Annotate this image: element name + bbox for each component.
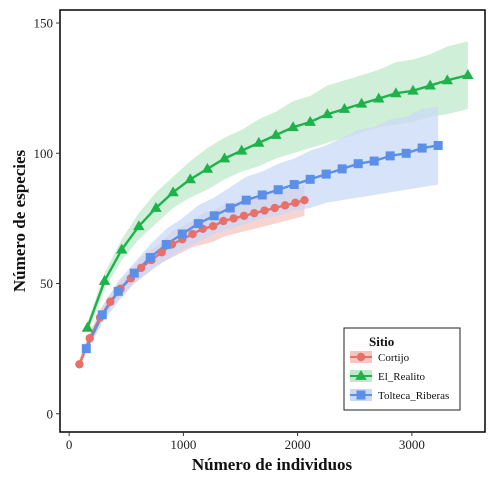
tolteca-riberas-point: [321, 169, 331, 179]
el-realito-legend-marker: [355, 370, 367, 380]
el-realito-point: [167, 186, 179, 197]
el-realito-point: [424, 79, 436, 90]
tolteca-riberas-point: [369, 156, 379, 166]
el-realito-legend-label: El_Realito: [378, 371, 426, 383]
tolteca-riberas-point: [257, 190, 267, 200]
series-markers: [75, 69, 474, 369]
tolteca-riberas-point: [433, 140, 443, 150]
y-tick-label: 0: [47, 406, 54, 421]
tolteca-riberas-point: [401, 148, 411, 158]
el-realito-point: [441, 74, 453, 85]
cortijo-point: [300, 195, 309, 205]
el-realito-point: [253, 136, 265, 147]
el-realito-point: [184, 173, 196, 184]
el-realito-point: [373, 92, 385, 103]
tolteca-riberas-point: [353, 159, 363, 169]
cortijo-point: [106, 297, 115, 306]
el-realito-point: [235, 144, 248, 155]
tolteca-riberas-point: [145, 252, 155, 262]
tolteca-riberas-legend-label: Tolteca_Riberas: [378, 390, 449, 402]
tolteca-riberas-point: [241, 195, 251, 205]
el-realito-point: [201, 162, 214, 173]
tolteca-riberas-point: [225, 203, 235, 213]
cortijo-point: [239, 211, 249, 220]
el-realito-point: [218, 152, 231, 163]
tolteca-riberas-point: [97, 310, 107, 320]
cortijo-point: [280, 201, 290, 210]
legend-items: Cortijo El_Realito Tolteca_Riberas: [350, 351, 449, 402]
tolteca-riberas-legend-marker: [356, 390, 366, 400]
el-realito-point: [270, 129, 282, 139]
cortijo-point: [157, 248, 166, 257]
tolteca-riberas-point: [209, 211, 219, 221]
el-realito-confidence-band: [87, 41, 468, 334]
cortijo-point: [85, 334, 94, 343]
tolteca-riberas-point: [81, 344, 91, 354]
y-axis: 0 50 100 150: [34, 16, 60, 421]
el-realito-point: [150, 201, 162, 212]
el-realito-point: [304, 116, 316, 126]
x-tick-label: 2000: [285, 437, 311, 452]
el-realito-point: [390, 87, 402, 98]
y-tick-label: 100: [34, 146, 54, 161]
el-realito-point: [287, 121, 299, 132]
cortijo-point: [219, 216, 228, 226]
cortijo-legend-label: Cortijo: [378, 352, 410, 364]
y-axis-title: Número de especies: [10, 149, 29, 292]
tolteca-riberas-point: [305, 174, 315, 184]
el-realito-point: [338, 102, 351, 113]
legend: Sitio Cortijo El_Realito Tolteca_Riberas: [343, 327, 461, 411]
tolteca-riberas-point: [289, 180, 299, 190]
legend-title: Sitio: [369, 334, 394, 349]
el-realito-point: [115, 243, 128, 254]
el-realito-point: [462, 69, 474, 80]
y-tick-label: 150: [34, 16, 54, 31]
cortijo-point: [229, 214, 238, 223]
cortijo-point: [260, 206, 269, 215]
tolteca-riberas-confidence-band: [86, 106, 439, 354]
tolteca-riberas-point: [385, 151, 395, 161]
cortijo-point: [75, 360, 84, 369]
el-realito-point: [355, 97, 368, 108]
tolteca-riberas-point: [337, 164, 347, 174]
tolteca-riberas-point: [113, 286, 123, 296]
cortijo-point: [136, 263, 146, 273]
tolteca-riberas-point: [417, 143, 427, 153]
tolteca-riberas-point: [129, 268, 139, 278]
el-realito-point: [407, 84, 419, 95]
x-axis-title: Número de individuos: [192, 455, 353, 474]
el-realito-point: [98, 274, 111, 285]
cortijo-point: [208, 222, 218, 231]
cortijo-point: [270, 203, 279, 213]
el-realito-point: [81, 321, 94, 332]
tolteca-riberas-point: [161, 239, 171, 249]
tolteca-riberas-point: [193, 219, 203, 229]
x-tick-label: 3000: [399, 437, 425, 452]
el-realito-point: [133, 220, 145, 231]
tolteca-riberas-point: [273, 185, 283, 195]
cortijo-point: [188, 229, 197, 239]
x-tick-label: 0: [66, 437, 73, 452]
y-tick-label: 50: [40, 276, 53, 291]
el-realito-point: [321, 108, 334, 119]
x-axis: 0 1000 2000 3000: [66, 432, 425, 452]
cortijo-point: [250, 208, 259, 218]
cortijo-point: [291, 198, 300, 207]
cortijo-legend-marker: [356, 352, 366, 362]
tolteca-riberas-point: [177, 229, 187, 239]
x-tick-label: 1000: [170, 437, 196, 452]
